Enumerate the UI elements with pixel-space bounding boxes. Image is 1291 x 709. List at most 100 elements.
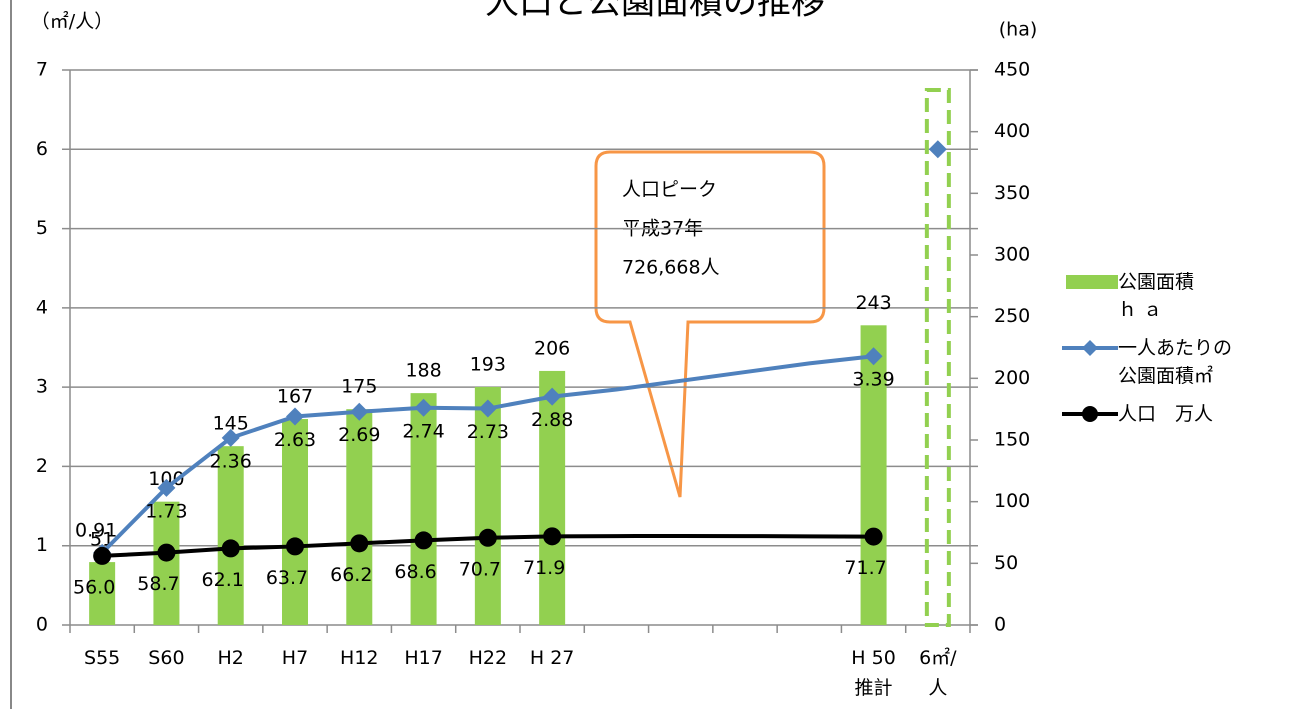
chart-title: 人口と公園面積の推移 — [485, 0, 825, 23]
y2-tick-label: 0 — [994, 614, 1006, 636]
line-value-label: 71.7 — [844, 557, 886, 579]
bar — [153, 501, 180, 625]
line-value-label: 56.0 — [73, 576, 115, 598]
bar — [282, 419, 308, 625]
bar — [474, 386, 501, 625]
legend-swatch — [1066, 275, 1118, 289]
target-outline — [924, 88, 951, 627]
legend-entry: 公園面積 ｈ ａ — [1062, 268, 1232, 324]
legend-entry: 人口 万人 — [1062, 400, 1232, 428]
bar — [539, 370, 566, 625]
y2-tick-label: 200 — [994, 367, 1030, 389]
y-axis-label: （㎡/人） — [31, 10, 113, 33]
line-marker — [221, 539, 240, 558]
legend-label: 一人あたりの 公園面積㎡ — [1118, 337, 1233, 387]
line-value-label: 58.7 — [137, 573, 179, 595]
line-marker — [350, 402, 369, 421]
line-value-label: 2.63 — [274, 429, 316, 451]
y-tick-label: 5 — [36, 217, 48, 239]
line-value-label: 2.36 — [210, 450, 252, 472]
bar-value-label: 145 — [213, 413, 249, 435]
y-tick-label: 6 — [36, 138, 48, 160]
line-value-label: 2.73 — [467, 421, 509, 443]
bar — [346, 409, 373, 625]
bar — [860, 325, 887, 625]
bar — [89, 562, 116, 625]
bar — [410, 393, 437, 625]
target-marker — [928, 140, 947, 159]
bar — [217, 446, 244, 625]
line-marker — [864, 347, 883, 366]
legend-swatch — [1062, 406, 1118, 422]
callout-text: 人口ピーク — [622, 179, 717, 201]
x-tick-label: H 27 — [529, 647, 575, 669]
legend-entry: 一人あたりの 公園面積㎡ — [1062, 334, 1232, 390]
legend-swatch-marker — [1082, 406, 1098, 422]
y-tick-label: 0 — [36, 614, 48, 636]
line-marker — [157, 478, 176, 497]
callout: 人口ピーク 平成37年 726,668人 — [594, 150, 826, 498]
y-tick-label: 3 — [36, 376, 48, 398]
y2-tick-label: 150 — [994, 429, 1030, 451]
x-tick-label: H22 — [468, 647, 508, 669]
x-tick-label: H12 — [340, 647, 379, 669]
line-marker — [286, 407, 304, 426]
line-value-label: 66.2 — [330, 564, 372, 586]
line-marker — [543, 387, 562, 406]
bar-value-label: 188 — [405, 360, 441, 382]
line-value-label: 2.74 — [402, 420, 444, 442]
y2-tick-label: 400 — [994, 120, 1030, 142]
line-marker — [93, 546, 112, 565]
bar-value-label: 206 — [534, 337, 570, 359]
line-value-label: 1.73 — [145, 500, 187, 522]
legend-label: 公園面積 ｈ ａ — [1118, 271, 1195, 321]
y2-tick-label: 50 — [994, 552, 1018, 574]
bar-value-label: 193 — [470, 353, 506, 375]
legend-swatch-marker — [1082, 340, 1098, 356]
line-marker — [478, 399, 497, 418]
legend-label: 人口 万人 — [1118, 403, 1214, 425]
line-marker — [286, 537, 304, 556]
line-marker — [157, 543, 176, 562]
x-tick-label: S55 — [84, 647, 121, 669]
legend-swatch-bar — [1066, 275, 1118, 289]
y-tick-label: 4 — [36, 296, 48, 318]
x-tick-label: H2 — [217, 647, 244, 669]
y2-tick-label: 300 — [994, 244, 1030, 266]
line-value-label: 68.6 — [394, 561, 436, 583]
line-value-label: 63.7 — [266, 567, 308, 589]
line-value-label: 2.69 — [338, 424, 380, 446]
line-value-label: 62.1 — [202, 569, 244, 591]
line-marker — [543, 527, 562, 546]
y-tick-label: 1 — [36, 534, 48, 556]
x-tick-label: H 50 推計 — [851, 647, 896, 699]
line-value-label: 2.88 — [531, 409, 573, 431]
x-tick-label: H17 — [404, 647, 443, 669]
y2-tick-label: 100 — [994, 490, 1030, 512]
line-marker — [478, 528, 497, 547]
x-tick-label: H7 — [281, 647, 309, 669]
y2-tick-label: 250 — [994, 305, 1030, 327]
bar-value-label: 175 — [341, 376, 377, 398]
callout-bubble — [594, 150, 826, 498]
x-tick-label: 6㎡/ 人 — [919, 647, 957, 699]
line-marker — [864, 527, 883, 546]
line-value-label: 71.9 — [523, 557, 565, 579]
line-marker — [414, 531, 433, 550]
bar-value-label: 167 — [277, 386, 313, 408]
x-tick-label: S60 — [148, 647, 185, 669]
bar-value-label: 243 — [855, 292, 891, 314]
line-value-label: 0.91 — [75, 519, 117, 541]
line-marker — [221, 428, 240, 447]
y2-tick-label: 350 — [994, 182, 1030, 204]
y2-axis-label: (ha) — [999, 19, 1038, 41]
line-value-label: 3.39 — [852, 369, 894, 391]
line-marker — [350, 534, 369, 553]
y-tick-label: 2 — [36, 455, 48, 477]
line-marker — [414, 398, 433, 417]
y2-tick-label: 450 — [994, 59, 1030, 81]
line-value-label: 70.7 — [459, 558, 501, 580]
